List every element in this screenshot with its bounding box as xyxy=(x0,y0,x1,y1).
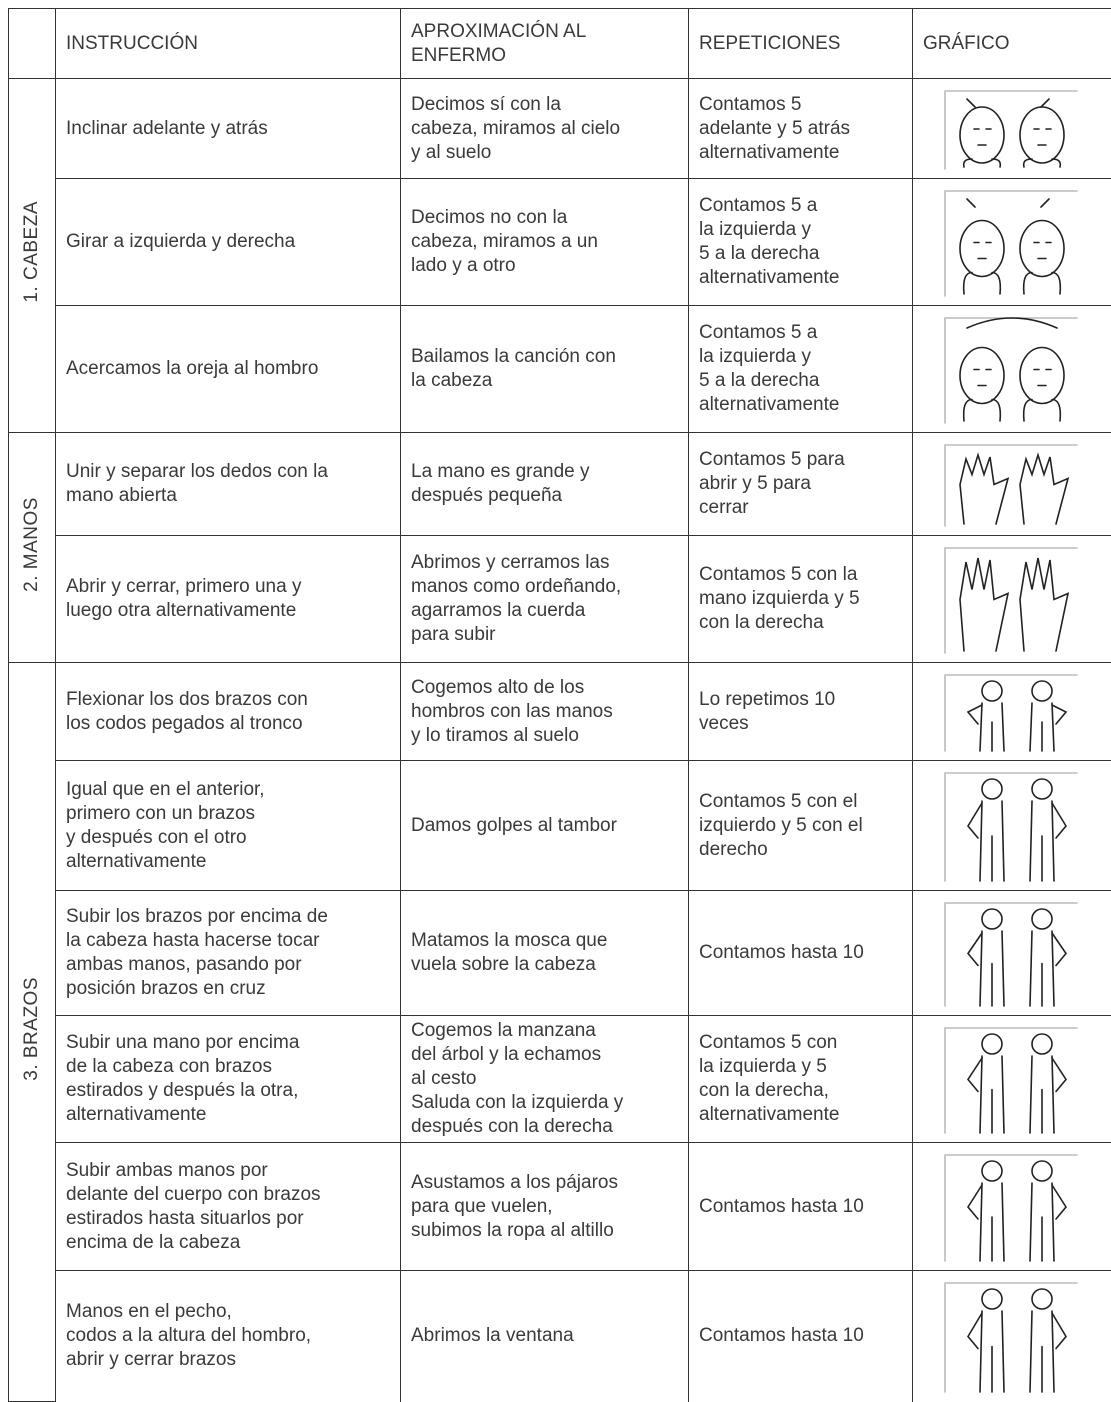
corner-cell xyxy=(9,9,56,79)
table-body: INSTRUCCIÓN APROXIMACIÓN AL ENFERMO REPE… xyxy=(9,9,1111,1402)
instruction-cell: Abrir y cerrar, primero una y luego otra… xyxy=(56,536,401,663)
exercise-sketch xyxy=(937,1022,1087,1137)
graphic-cell xyxy=(913,79,1111,179)
exercise-row: Manos en el pecho, codos a la altura del… xyxy=(9,1271,1111,1402)
graphic-cell xyxy=(913,306,1111,433)
exercise-sketch xyxy=(937,185,1087,300)
repetitions-cell: Contamos 5 con la mano izquierda y 5 con… xyxy=(689,536,913,663)
header-cell: REPETICIONES xyxy=(689,9,913,79)
approach-cell: Damos golpes al tambor xyxy=(401,761,689,891)
instruction-cell: Acercamos la oreja al hombro xyxy=(56,306,401,433)
header-cell: APROXIMACIÓN AL ENFERMO xyxy=(401,9,689,79)
exercise-row: Subir los brazos por encima de la cabeza… xyxy=(9,891,1111,1016)
instruction-cell: Subir ambas manos por delante del cuerpo… xyxy=(56,1143,401,1271)
section-cell: 1. CABEZA xyxy=(9,79,56,433)
exercise-sketch xyxy=(937,1149,1087,1265)
repetitions-cell: Lo repetimos 10 veces xyxy=(689,663,913,761)
graphic-cell xyxy=(913,1271,1111,1402)
approach-cell: Abrimos la ventana xyxy=(401,1271,689,1402)
instruction-cell: Subir una mano por encima de la cabeza c… xyxy=(56,1016,401,1143)
graphic-cell xyxy=(913,891,1111,1016)
graphic-cell xyxy=(913,179,1111,306)
repetitions-cell: Contamos 5 a la izquierda y 5 a la derec… xyxy=(689,179,913,306)
instruction-cell: Unir y separar los dedos con la mano abi… xyxy=(56,433,401,536)
exercise-sketch xyxy=(937,85,1087,173)
approach-cell: Decimos no con la cabeza, miramos a un l… xyxy=(401,179,689,306)
exercise-row: Abrir y cerrar, primero una y luego otra… xyxy=(9,536,1111,663)
exercise-sketch xyxy=(937,542,1087,657)
instruction-cell: Inclinar adelante y atrás xyxy=(56,79,401,179)
approach-cell: Cogemos la manzana del árbol y la echamo… xyxy=(401,1016,689,1143)
section-label: 3. BRAZOS xyxy=(20,977,44,1081)
repetitions-cell: Contamos hasta 10 xyxy=(689,891,913,1016)
repetitions-cell: Contamos 5 para abrir y 5 para cerrar xyxy=(689,433,913,536)
section-cell: 3. BRAZOS xyxy=(9,663,56,1402)
approach-cell: Bailamos la canción con la cabeza xyxy=(401,306,689,433)
header-cell: GRÁFICO xyxy=(913,9,1111,79)
approach-cell: La mano es grande y después pequeña xyxy=(401,433,689,536)
instruction-cell: Manos en el pecho, codos a la altura del… xyxy=(56,1271,401,1402)
exercise-sketch xyxy=(937,1277,1087,1396)
exercise-row: Subir ambas manos por delante del cuerpo… xyxy=(9,1143,1111,1271)
approach-cell: Decimos sí con la cabeza, miramos al cie… xyxy=(401,79,689,179)
repetitions-cell: Contamos 5 adelante y 5 atrás alternativ… xyxy=(689,79,913,179)
graphic-cell xyxy=(913,761,1111,891)
approach-cell: Cogemos alto de los hombros con las mano… xyxy=(401,663,689,761)
exercise-sketch xyxy=(937,897,1087,1010)
approach-cell: Abrimos y cerramos las manos como ordeña… xyxy=(401,536,689,663)
exercise-sketch xyxy=(937,439,1087,530)
exercise-sketch xyxy=(937,669,1087,755)
repetitions-cell: Contamos hasta 10 xyxy=(689,1271,913,1402)
repetitions-cell: Contamos 5 con la izquierda y 5 con la d… xyxy=(689,1016,913,1143)
repetitions-cell: Contamos 5 a la izquierda y 5 a la derec… xyxy=(689,306,913,433)
section-cell: 2. MANOS xyxy=(9,433,56,663)
exercise-row: Igual que en el anterior, primero con un… xyxy=(9,761,1111,891)
graphic-cell xyxy=(913,663,1111,761)
instruction-cell: Igual que en el anterior, primero con un… xyxy=(56,761,401,891)
section-label: 1. CABEZA xyxy=(20,201,44,303)
graphic-cell xyxy=(913,1143,1111,1271)
graphic-cell xyxy=(913,1016,1111,1143)
instruction-cell: Flexionar los dos brazos con los codos p… xyxy=(56,663,401,761)
header-row: INSTRUCCIÓN APROXIMACIÓN AL ENFERMO REPE… xyxy=(9,9,1111,79)
exercise-sketch xyxy=(937,312,1087,427)
repetitions-cell: Contamos 5 con el izquierdo y 5 con el d… xyxy=(689,761,913,891)
approach-cell: Asustamos a los pájaros para que vuelen,… xyxy=(401,1143,689,1271)
exercise-sketch xyxy=(937,767,1087,885)
exercise-row: Subir una mano por encima de la cabeza c… xyxy=(9,1016,1111,1143)
instruction-cell: Girar a izquierda y derecha xyxy=(56,179,401,306)
header-cell: INSTRUCCIÓN xyxy=(56,9,401,79)
section-label: 2. MANOS xyxy=(20,497,44,592)
instruction-cell: Subir los brazos por encima de la cabeza… xyxy=(56,891,401,1016)
graphic-cell xyxy=(913,433,1111,536)
repetitions-cell: Contamos hasta 10 xyxy=(689,1143,913,1271)
graphic-cell xyxy=(913,536,1111,663)
approach-cell: Matamos la mosca que vuela sobre la cabe… xyxy=(401,891,689,1016)
exercise-table: INSTRUCCIÓN APROXIMACIÓN AL ENFERMO REPE… xyxy=(8,8,1111,1402)
